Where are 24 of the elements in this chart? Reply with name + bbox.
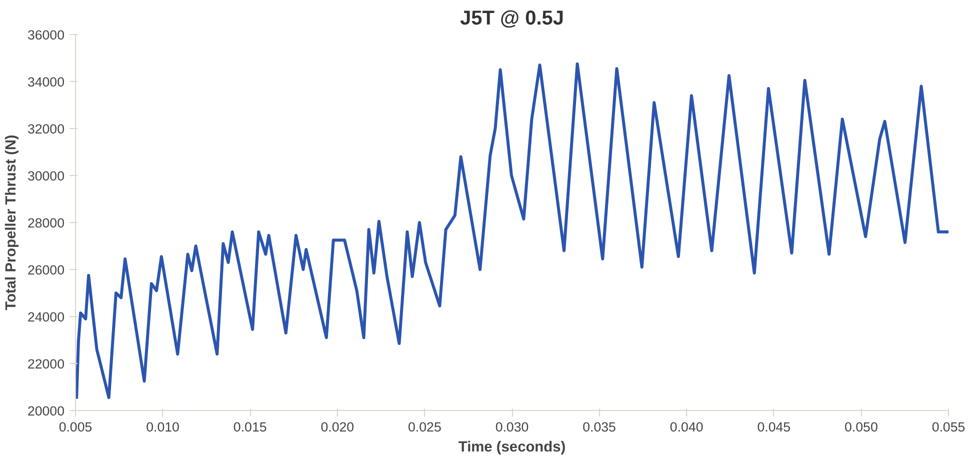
y-tick-label: 20000: [27, 404, 64, 418]
y-tick-label: 30000: [27, 168, 64, 184]
x-tick-label: 0.030: [495, 420, 529, 434]
x-tick-label: 0.010: [146, 420, 180, 434]
x-tick-label: 0.040: [670, 420, 704, 434]
x-tick-label: 0.025: [408, 420, 442, 434]
y-tick-label: 28000: [27, 216, 64, 230]
y-tick-label: 36000: [27, 28, 64, 42]
chart-title: J5T @ 0.5J: [460, 8, 564, 30]
x-tick-label: 0.005: [58, 420, 92, 434]
y-tick-label: 22000: [27, 356, 64, 372]
x-tick-label: 0.035: [582, 420, 616, 434]
line-series: [76, 62, 948, 400]
x-tick-label: 0.045: [757, 420, 791, 434]
y-tick-label: 26000: [27, 262, 64, 278]
x-tick-label: 0.050: [844, 420, 878, 434]
x-axis-title: Time (seconds): [458, 440, 566, 456]
x-tick-label: 0.020: [320, 420, 354, 434]
y-axis-title: Total Propeller Thrust (N): [3, 134, 20, 310]
x-tick-label: 0.055: [932, 420, 966, 434]
y-tick-label: 24000: [27, 310, 64, 324]
y-tick-label: 34000: [27, 74, 64, 90]
x-tick-label: 0.015: [233, 420, 267, 434]
y-tick-label: 32000: [27, 122, 64, 136]
